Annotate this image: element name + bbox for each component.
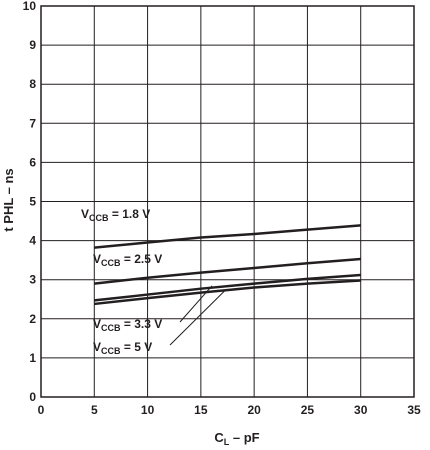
x-tick-label: 10 xyxy=(141,403,155,417)
y-tick-label: 0 xyxy=(29,390,36,404)
tick-layer: 0 5 10 15 20 25 30 35 0 1 2 3 4 5 6 7 8 9 10 xyxy=(23,0,421,417)
y-tick-label: 1 xyxy=(29,351,36,365)
leader-line-5v xyxy=(169,290,226,346)
label-layer: VCCB = 1.8 V VCCB = 2.5 V VCCB = 3.3 V VCCB… xyxy=(81,207,226,356)
y-tick-label: 3 xyxy=(29,273,36,287)
series-line-1 xyxy=(94,224,361,249)
y-tick-label: 9 xyxy=(29,38,36,52)
series-label-4: VCCB = 5 V xyxy=(93,340,152,356)
x-tick-label: 15 xyxy=(194,403,208,417)
y-tick-label: 8 xyxy=(29,77,36,91)
series-line-2 xyxy=(94,257,361,285)
x-tick-label: 5 xyxy=(91,403,98,417)
x-tick-label: 20 xyxy=(247,403,261,417)
y-tick-label: 2 xyxy=(29,312,36,326)
series-line-3 xyxy=(94,273,361,302)
y-tick-label: 4 xyxy=(29,234,36,248)
x-tick-label: 0 xyxy=(38,403,45,417)
series-layer xyxy=(94,224,361,306)
y-tick-label: 5 xyxy=(29,195,36,209)
x-axis-title: CL – pF xyxy=(214,430,259,445)
x-tick-label: 35 xyxy=(407,403,421,417)
series-label-2: VCCB = 2.5 V xyxy=(93,252,162,268)
y-tick-label: 7 xyxy=(29,116,36,130)
y-tick-label: 6 xyxy=(29,155,36,169)
y-tick-label: 10 xyxy=(23,0,37,13)
grid-layer xyxy=(40,5,415,398)
leader-line-3v3 xyxy=(179,285,213,323)
y-axis-title: t PHL – ns xyxy=(1,168,16,231)
series-label-1: VCCB = 1.8 V xyxy=(81,207,150,223)
x-tick-label: 25 xyxy=(301,403,315,417)
x-tick-label: 30 xyxy=(354,403,368,417)
series-label-3: VCCB = 3.3 V xyxy=(93,317,162,333)
series-line-4 xyxy=(94,279,361,306)
